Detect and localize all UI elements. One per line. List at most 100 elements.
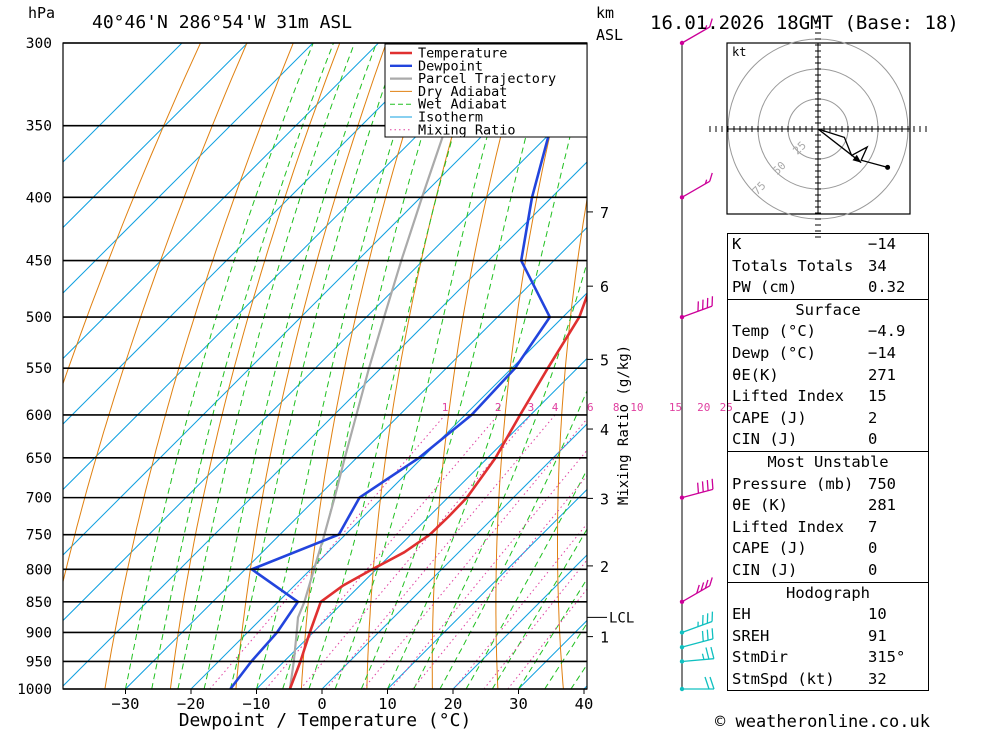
wind-barb-feather	[701, 481, 704, 492]
index-value: 2	[868, 408, 878, 427]
index-row: Temp (°C) −4.9	[728, 321, 928, 343]
index-label: PW (cm)	[732, 278, 798, 297]
hodograph-unit-label: kt	[732, 45, 746, 59]
wind-barb-staff	[681, 488, 714, 499]
indices-section: K −14 Totals Totals 34 PW (cm) 0.32	[728, 234, 928, 299]
mixing-ratio-line	[390, 449, 587, 689]
mixing-ratio-label: 20	[697, 401, 710, 414]
x-tick-label: 0	[317, 695, 326, 713]
wind-barb-feather	[697, 482, 700, 494]
indices-section: Most Unstable Pressure (mb) 750 θE (K) 281 Li…	[728, 450, 928, 582]
isotherm-line	[190, 292, 587, 689]
wind-barb	[679, 172, 713, 200]
legend-entry: Mixing Ratio	[418, 122, 516, 138]
index-row: EH 10	[728, 604, 928, 626]
isotherm-line	[387, 488, 587, 689]
index-row: Dewp (°C) −14	[728, 343, 928, 365]
index-value: 7	[868, 517, 878, 536]
temperature-line	[288, 292, 587, 689]
wind-barb-feather	[701, 630, 704, 642]
lcl-label: LCL	[609, 610, 634, 626]
dry-adiabat-line	[104, 43, 294, 689]
mixing-ratio-label: 15	[669, 401, 682, 414]
wet-adiabat-line	[256, 43, 425, 689]
mixing-ratio-label: 3	[528, 401, 535, 414]
wet-adiabat-line	[177, 43, 355, 689]
dry-adiabat-line	[431, 43, 526, 689]
isotherm-line	[452, 554, 587, 689]
mixing-ratio-line	[325, 414, 556, 689]
wet-adiabat-line	[151, 43, 334, 689]
index-row: θE(K) 271	[728, 365, 928, 387]
wet-adiabat-line	[229, 43, 400, 689]
pressure-tick-label: 1000	[17, 682, 52, 698]
wind-barb-feather	[704, 676, 710, 690]
wet-adiabat-line	[360, 43, 552, 689]
index-row: Totals Totals 34	[728, 256, 928, 278]
isotherm-line	[63, 43, 379, 360]
index-value: 281	[868, 496, 896, 515]
pressure-tick-label: 350	[26, 119, 52, 135]
wind-barb-feather	[709, 18, 713, 28]
wind-barb-column	[679, 18, 715, 692]
wind-barb-feather	[705, 647, 710, 660]
index-value: 0	[868, 539, 878, 558]
isotherm-line	[63, 161, 587, 687]
index-label: θE(K)	[732, 365, 779, 384]
mixing-ratio-label: 4	[552, 401, 559, 414]
index-label: StmDir	[732, 648, 788, 667]
km-tick-label: 4	[600, 421, 609, 439]
index-label: Dewp (°C)	[732, 343, 816, 362]
mixing-ratio-label: 2	[495, 401, 502, 414]
isotherm-line	[125, 226, 587, 689]
pressure-tick-label: 950	[26, 654, 52, 670]
isotherm-line	[63, 43, 576, 556]
index-value: 0	[868, 430, 878, 449]
hodograph-end-dot	[885, 164, 891, 170]
index-value: −14	[868, 343, 896, 362]
index-row: SREH 91	[728, 626, 928, 648]
legend-entry: Temperature	[418, 46, 507, 62]
index-value: −4.9	[868, 322, 906, 341]
wind-barb-feather	[710, 646, 715, 659]
datetime-title: 16.01.2026 18GMT (Base: 18)	[650, 12, 959, 34]
pressure-tick-label: 800	[26, 562, 52, 578]
km-tick-label: 6	[600, 278, 609, 296]
plot-frame	[62, 42, 588, 690]
wind-barb-feather	[711, 478, 714, 490]
km-tick-label: 7	[600, 204, 609, 222]
km-tick-label: 2	[600, 558, 609, 576]
wind-barb-staff	[681, 638, 714, 648]
wind-barb-feather	[706, 480, 709, 491]
mixing-ratio-line	[265, 414, 499, 689]
index-value: 0.32	[868, 278, 906, 297]
x-tick-label: 10	[378, 695, 397, 713]
index-label: Temp (°C)	[732, 322, 816, 341]
indices-table: K −14 Totals Totals 34 PW (cm) 0.32 Surface Tem…	[727, 233, 929, 692]
index-label: CIN (J)	[732, 560, 798, 579]
x-tick-label: 40	[575, 695, 594, 713]
mixing-ratio-label: 6	[587, 401, 594, 414]
dry-adiabat-line	[235, 43, 387, 689]
isotherm-line	[63, 43, 510, 491]
wind-barb-staff	[681, 585, 711, 603]
isotherm-line	[63, 43, 183, 163]
pressure-tick-label: 400	[26, 190, 52, 206]
km-tick-label: 3	[600, 490, 609, 508]
index-label: StmSpd (kt)	[732, 669, 835, 688]
wind-barb	[679, 18, 713, 46]
index-value: 91	[868, 626, 887, 645]
wind-barb	[679, 296, 714, 320]
isotherm-line	[63, 43, 445, 425]
mixing-ratio-label: 25	[720, 401, 733, 414]
km-tick-label: 1	[600, 629, 609, 647]
wind-barb	[679, 577, 713, 604]
mixing-ratio-labels: 1 2 3 4 6 8 10 15 20 25	[442, 401, 733, 414]
index-label: CIN (J)	[732, 430, 798, 449]
index-value: 750	[868, 474, 896, 493]
indices-section-title: Most Unstable	[767, 452, 889, 471]
wind-barb-feather	[700, 582, 705, 591]
index-label: θE (K)	[732, 496, 788, 515]
isotherm-line	[63, 95, 587, 622]
